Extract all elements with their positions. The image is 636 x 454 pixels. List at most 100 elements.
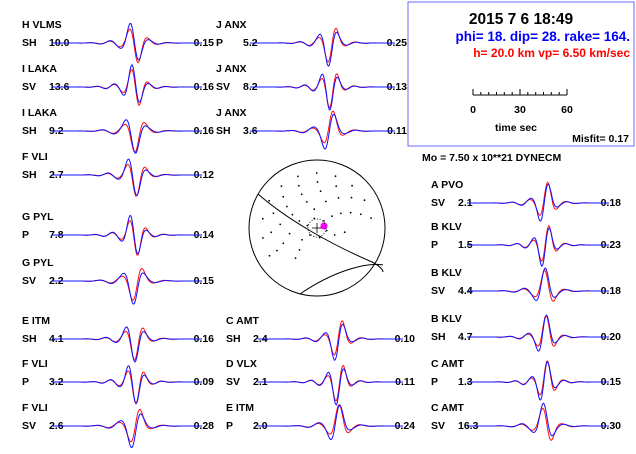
station-label: G PYL xyxy=(22,211,54,223)
depth-velocity: h= 20.0 km vp= 6.50 km/sec xyxy=(473,46,630,60)
info-box-frame xyxy=(407,1,635,147)
polarity-dot xyxy=(305,201,308,203)
polarity-dot xyxy=(300,193,303,196)
polarity-dot xyxy=(316,181,319,183)
azimuth-value: 4.7 xyxy=(458,331,473,343)
station-label: J ANX xyxy=(216,107,247,119)
observed-trace xyxy=(467,183,609,222)
amplitude-value: 0.11 xyxy=(395,376,415,388)
station-label: B KLV xyxy=(431,313,462,325)
component-label: SV xyxy=(431,285,445,297)
amplitude-value: 0.12 xyxy=(194,169,215,181)
center-circle xyxy=(307,218,327,238)
amplitude-value: 0.11 xyxy=(387,125,407,137)
polarity-dot xyxy=(279,223,282,226)
observed-trace xyxy=(52,413,202,449)
component-label: SH xyxy=(431,331,446,343)
polarity-dot xyxy=(335,185,338,188)
amplitude-value: 0.20 xyxy=(601,331,622,343)
observed-trace xyxy=(52,214,202,255)
amplitude-value: 0.30 xyxy=(601,420,622,432)
polarity-dot xyxy=(270,231,273,234)
observed-trace xyxy=(258,368,403,406)
station-label: C AMT xyxy=(431,358,464,370)
event-date-time: 2015 7 6 18:49 xyxy=(469,11,574,28)
component-label: P xyxy=(226,420,233,432)
nodal-plane-2 xyxy=(299,263,384,295)
component-label: P xyxy=(216,37,223,49)
pressure-axis-marker xyxy=(320,222,328,230)
observed-trace xyxy=(52,158,202,197)
polarity-dot xyxy=(298,220,301,222)
polarity-dot xyxy=(331,215,333,218)
time-axis-tick-30: 30 xyxy=(514,104,526,116)
station-label: E ITM xyxy=(22,315,50,327)
polarity-dot xyxy=(319,190,322,193)
station-label: I LAKA xyxy=(22,63,57,75)
component-label: SH xyxy=(22,125,37,137)
observed-trace xyxy=(467,267,609,302)
polarity-dot xyxy=(333,234,336,236)
seismic-moment: Mo = 7.50 x 10**21 DYNECM xyxy=(422,152,561,164)
polarity-dot xyxy=(309,234,311,237)
amplitude-value: 0.15 xyxy=(601,376,622,388)
azimuth-value: 4.4 xyxy=(458,285,473,297)
azimuth-value: 1.5 xyxy=(458,239,473,251)
component-label: SV xyxy=(22,275,36,287)
info-box: 2015 7 6 18:49 phi= 18. dip= 28. rake= 1… xyxy=(407,1,635,147)
observed-trace xyxy=(52,119,202,154)
amplitude-value: 0.14 xyxy=(194,229,215,241)
polarity-dot xyxy=(294,257,297,259)
polarity-dot xyxy=(280,185,283,188)
component-label: SV xyxy=(431,197,445,209)
component-label: SV xyxy=(226,376,240,388)
polarity-dot xyxy=(262,237,264,239)
component-label: P xyxy=(22,229,29,241)
polarity-dot xyxy=(313,208,316,211)
polarity-dot xyxy=(291,213,294,216)
amplitude-value: 0.18 xyxy=(601,285,622,297)
station-label: D VLX xyxy=(226,358,257,370)
polarity-dot xyxy=(306,224,309,227)
component-label: SV xyxy=(431,420,445,432)
misfit-value: Misfit= 0.17 xyxy=(572,133,629,145)
polarity-dot xyxy=(318,236,321,239)
component-label: SH xyxy=(22,169,37,181)
amplitude-value: 0.18 xyxy=(601,197,622,209)
observed-trace xyxy=(52,365,202,405)
amplitude-value: 0.24 xyxy=(395,420,416,432)
station-label: B KLV xyxy=(431,267,462,279)
time-scale-bar xyxy=(472,89,568,96)
polarity-dot xyxy=(268,199,271,202)
waveform-panel: B KLV P 1.5 0.23 xyxy=(431,221,621,268)
station-label: H VLMS xyxy=(22,19,62,31)
amplitude-value: 0.25 xyxy=(387,37,408,49)
polarity-dot xyxy=(350,196,353,199)
polarity-dot xyxy=(288,232,291,235)
mechanism-parameters: phi= 18. dip= 28. rake= 164. xyxy=(456,29,630,44)
waveform-panel: B KLV SV 4.4 0.18 xyxy=(431,267,622,302)
polarity-dot xyxy=(276,249,278,252)
station-label: B KLV xyxy=(431,221,462,233)
station-label: J ANX xyxy=(216,63,247,75)
polarity-dot xyxy=(297,184,300,187)
polarity-dot xyxy=(282,242,285,245)
station-label: F VLI xyxy=(22,358,48,370)
component-label: P xyxy=(431,239,438,251)
polarity-dot xyxy=(363,199,366,202)
station-label: E ITM xyxy=(226,402,254,414)
polarity-dot xyxy=(351,184,353,187)
observed-trace xyxy=(467,360,609,401)
observed-trace xyxy=(52,326,202,363)
